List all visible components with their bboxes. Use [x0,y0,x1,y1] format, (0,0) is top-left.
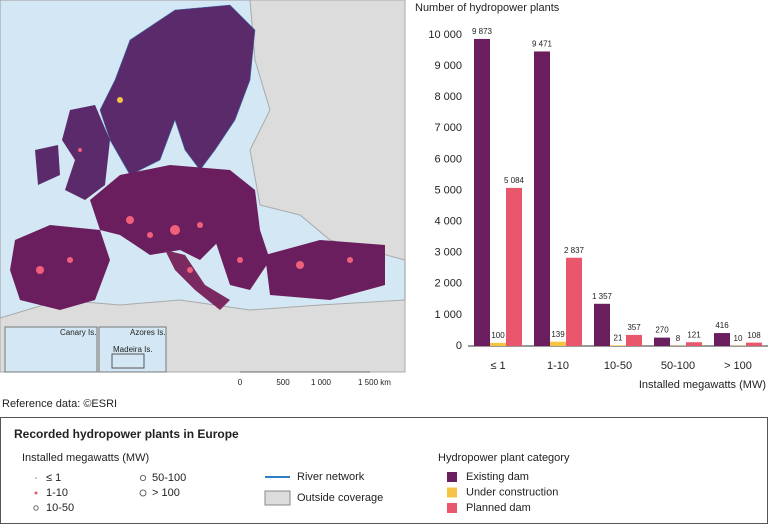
y-tick-label: 2 000 [434,278,462,290]
legend-label: Under construction [466,486,558,498]
y-tick-label: 10 000 [428,29,462,41]
legend-swatch [447,472,457,482]
outside-symbol [264,490,291,506]
size-symbol [35,477,37,479]
legend-label: Outside coverage [297,492,383,504]
y-tick-label: 4 000 [434,216,462,228]
legend-subtitle: Installed megawatts (MW) [22,452,149,464]
value-label: 9 471 [532,40,553,49]
inset-label: Azores Is. [130,328,166,337]
scale-label: 0 [238,378,243,387]
x-tick-label: 10-50 [604,360,632,372]
size-label: 10-50 [46,502,74,514]
central-europe [90,165,260,260]
size-label: 1-10 [46,487,68,499]
britain [62,105,110,200]
bar [746,342,762,346]
size-label: ≤ 1 [46,472,61,484]
bar [534,51,550,346]
bar [490,342,506,346]
scale-label: 500 [276,378,290,387]
x-tick-label: ≤ 1 [490,360,505,372]
value-label: 8 [676,334,681,343]
value-label: 2 837 [564,246,585,255]
y-tick-label: 1 000 [434,309,462,321]
y-tick-label: 7 000 [434,122,462,134]
bar [610,345,626,346]
value-label: 416 [715,321,729,330]
x-axis-label: Installed megawatts (MW) [639,379,766,391]
y-tick-label: 0 [456,340,462,352]
legend-label: River network [297,471,365,483]
bar [686,342,702,346]
bar [550,341,566,346]
outside-land [249,0,406,261]
bar [594,303,610,346]
inset-box [4,326,98,373]
value-label: 10 [734,334,743,343]
legend-box [0,417,768,524]
legend-title: Hydropower plant category [438,452,570,464]
y-tick-label: 3 000 [434,247,462,259]
size-label: 50-100 [152,472,186,484]
x-tick-label: 1-10 [547,360,569,372]
legend-label: Existing dam [466,471,529,483]
bar [626,334,642,346]
italy [165,250,230,310]
iberia [10,225,110,310]
scale-label: 1 000 [311,378,332,387]
bar [566,257,582,346]
value-label: 108 [747,331,761,340]
y-tick-label: 9 000 [434,60,462,72]
legend-swatch [447,503,457,513]
legend-title: Recorded hydropower plants in Europe [14,427,239,441]
y-tick-label: 5 000 [434,184,462,196]
value-label: 357 [627,323,641,332]
value-label: 270 [655,326,669,335]
x-tick-label: > 100 [724,360,752,372]
turkey [265,240,385,300]
ireland [35,145,60,185]
inset-label: Madeira Is. [113,345,153,354]
source: Reference data: ©ESRI [2,398,117,410]
value-label: 100 [491,331,505,340]
inset-box [98,326,167,373]
scandinavia [99,4,256,176]
inset-label: Canary Is. [60,328,96,337]
x-tick-label: 50-100 [661,360,695,372]
chart-title: Number of hydropower plants [415,2,560,14]
value-label: 121 [687,330,701,339]
size-symbol [139,489,147,497]
size-symbol [34,491,38,495]
bar [714,333,730,346]
map: Canary Is. Azores Is. Madeira Is. 0 500 … [0,0,406,387]
bar [506,187,522,346]
size-symbol [139,474,147,482]
size-label: > 100 [152,487,180,499]
bar [474,38,490,346]
y-tick-label: 8 000 [434,91,462,103]
value-label: 1 357 [592,292,613,301]
value-label: 5 084 [504,176,525,185]
value-label: 21 [614,333,623,342]
scale-label: 1 500 km [358,378,391,387]
inset-box [111,353,145,369]
legend-label: Planned dam [466,502,531,514]
plant-dots [36,97,353,274]
bar [654,337,670,346]
y-tick-label: 6 000 [434,153,462,165]
legend-swatch [447,487,457,498]
value-label: 139 [551,330,565,339]
value-label: 9 873 [472,27,493,36]
size-symbol [33,505,39,511]
